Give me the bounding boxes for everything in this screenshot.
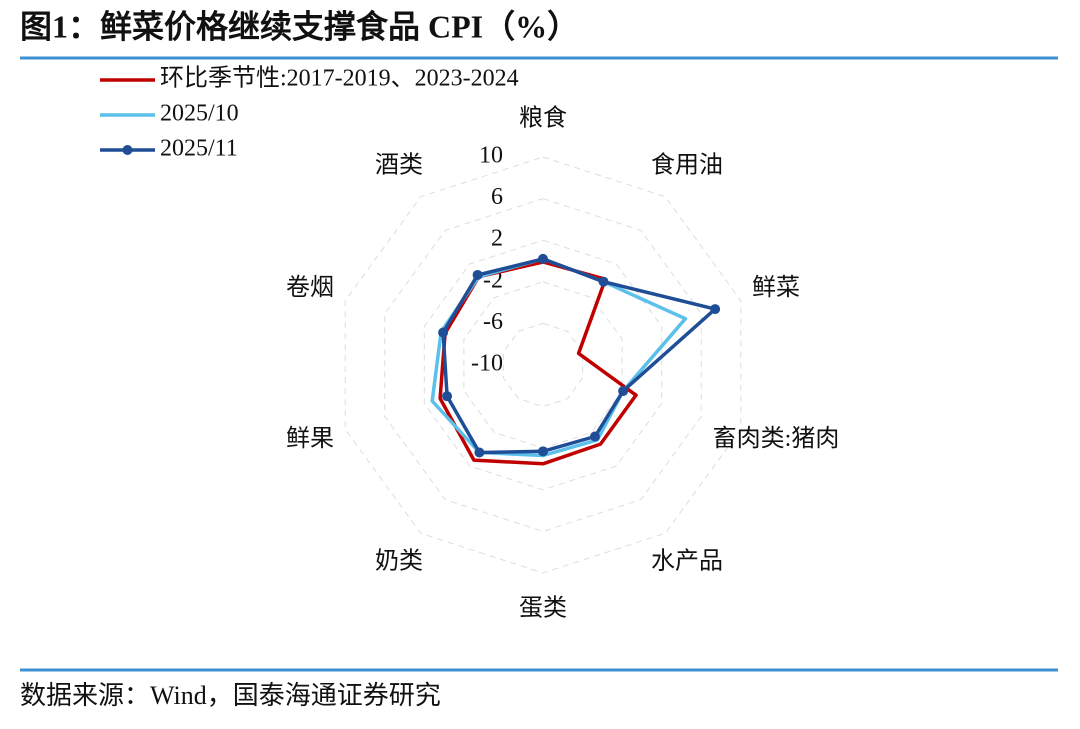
series-marker (538, 253, 548, 264)
tick-label: 10 (479, 143, 503, 169)
series-marker (710, 304, 721, 315)
source: 数据来源：Wind，国泰海通证券研究 (20, 681, 441, 710)
category-label: 粮食 (519, 105, 567, 132)
category-label: 水产品 (651, 548, 723, 575)
series-marker (598, 276, 609, 287)
tick-label: -10 (471, 351, 503, 377)
series-marker (474, 447, 485, 458)
category-label: 蛋类 (519, 595, 567, 622)
category-label: 鲜菜 (752, 274, 800, 301)
category-label: 鲜果 (286, 425, 334, 452)
grid-ring (344, 156, 742, 574)
tick-label: 6 (491, 184, 503, 210)
category-label: 酒类 (375, 151, 423, 178)
grid-ring (423, 239, 663, 491)
series-marker (442, 391, 453, 402)
legend-label: 环比季节性:2017-2019、2023-2024 (160, 65, 519, 92)
series-marker (589, 431, 600, 442)
category-label: 卷烟 (286, 274, 334, 301)
category-label: 畜肉类:猪肉 (713, 425, 840, 452)
legend-label: 2025/11 (160, 136, 238, 162)
series-line (438, 260, 638, 466)
series-marker (438, 327, 449, 338)
chart-title: 图1：鲜菜价格继续支撑食品 CPI（%） (20, 8, 579, 44)
category-label: 奶类 (375, 548, 423, 575)
tick-label: -6 (483, 309, 503, 335)
series-marker (538, 446, 548, 457)
grid-ring (502, 322, 584, 408)
legend-label: 2025/10 (160, 101, 239, 127)
series-marker (618, 386, 629, 397)
category-label: 食用油 (651, 151, 723, 178)
legend-marker (122, 145, 133, 155)
series-marker (472, 269, 483, 280)
tick-label: 2 (491, 226, 503, 252)
